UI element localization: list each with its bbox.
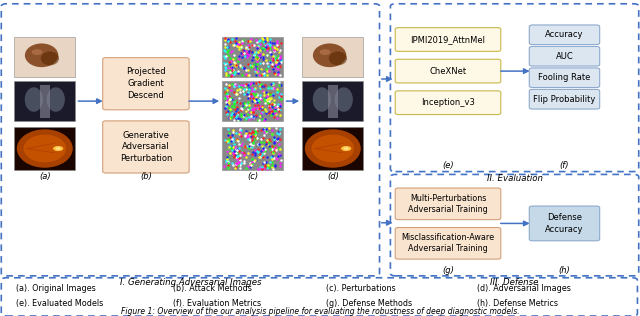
- Bar: [303, 37, 364, 77]
- Ellipse shape: [335, 87, 353, 112]
- Text: (a): (a): [39, 173, 51, 181]
- Text: (f). Evaluation Metrics: (f). Evaluation Metrics: [173, 299, 261, 308]
- Ellipse shape: [17, 129, 73, 168]
- Circle shape: [56, 147, 61, 150]
- Text: (a). Original Images: (a). Original Images: [16, 284, 96, 293]
- Bar: [223, 37, 284, 77]
- Ellipse shape: [24, 135, 66, 162]
- Text: Generative
Adversarial
Perturbation: Generative Adversarial Perturbation: [120, 131, 172, 163]
- Ellipse shape: [25, 87, 43, 112]
- FancyBboxPatch shape: [395, 228, 500, 259]
- Text: Defense
Accuracy: Defense Accuracy: [545, 213, 584, 234]
- Text: (g): (g): [442, 266, 454, 275]
- Bar: [15, 37, 76, 77]
- FancyBboxPatch shape: [395, 28, 500, 51]
- Text: III. Defense: III. Defense: [490, 278, 539, 287]
- Ellipse shape: [25, 43, 58, 67]
- Bar: [40, 84, 50, 118]
- Text: AUC: AUC: [556, 52, 573, 61]
- Text: (h): (h): [559, 266, 570, 275]
- Text: (e): (e): [442, 161, 454, 170]
- Ellipse shape: [305, 129, 361, 168]
- Circle shape: [53, 146, 63, 151]
- Text: I. Generating Adversarial Images: I. Generating Adversarial Images: [120, 278, 261, 287]
- Bar: [15, 127, 76, 170]
- Text: (b): (b): [140, 173, 152, 181]
- Bar: [223, 127, 284, 170]
- FancyBboxPatch shape: [529, 89, 600, 109]
- FancyBboxPatch shape: [529, 46, 600, 66]
- Bar: [15, 81, 76, 121]
- Text: CheXNet: CheXNet: [429, 67, 467, 76]
- Bar: [303, 81, 364, 121]
- Text: Accuracy: Accuracy: [545, 30, 584, 39]
- FancyBboxPatch shape: [529, 206, 600, 241]
- Text: Projected
Gradient
Descend: Projected Gradient Descend: [126, 67, 166, 100]
- Text: Fooling Rate: Fooling Rate: [538, 73, 591, 82]
- Ellipse shape: [312, 135, 354, 162]
- Ellipse shape: [319, 49, 331, 55]
- FancyBboxPatch shape: [395, 59, 500, 83]
- Text: Inception_v3: Inception_v3: [421, 98, 475, 107]
- Text: (c): (c): [247, 173, 259, 181]
- Text: Figure 1: Overview of the our analysis pipeline for evaluating the robustness of: Figure 1: Overview of the our analysis p…: [121, 307, 519, 316]
- Bar: [303, 127, 364, 170]
- FancyBboxPatch shape: [390, 174, 639, 276]
- Ellipse shape: [313, 87, 331, 112]
- Circle shape: [344, 147, 349, 150]
- FancyBboxPatch shape: [395, 91, 500, 114]
- Text: II. Evaluation: II. Evaluation: [486, 174, 543, 183]
- Ellipse shape: [329, 52, 347, 65]
- Bar: [328, 84, 338, 118]
- Text: Flip Probability: Flip Probability: [533, 95, 596, 104]
- Text: (f): (f): [560, 161, 569, 170]
- FancyBboxPatch shape: [529, 68, 600, 88]
- FancyBboxPatch shape: [395, 188, 500, 220]
- Text: (c). Perturbations: (c). Perturbations: [326, 284, 396, 293]
- FancyBboxPatch shape: [529, 25, 600, 45]
- FancyBboxPatch shape: [1, 278, 637, 316]
- Ellipse shape: [47, 87, 65, 112]
- Text: (b). Attack Methods: (b). Attack Methods: [173, 284, 252, 293]
- FancyBboxPatch shape: [1, 4, 380, 276]
- Text: (d): (d): [327, 173, 339, 181]
- Bar: [223, 81, 284, 121]
- Text: Misclassification-Aware
Adversarial Training: Misclassification-Aware Adversarial Trai…: [401, 233, 495, 253]
- Ellipse shape: [41, 52, 59, 65]
- FancyBboxPatch shape: [390, 4, 639, 172]
- Text: IPMI2019_AttnMel: IPMI2019_AttnMel: [410, 35, 486, 44]
- Text: (d). Adversarial Images: (d). Adversarial Images: [477, 284, 571, 293]
- Text: (g). Defense Methods: (g). Defense Methods: [326, 299, 413, 308]
- Circle shape: [341, 146, 351, 151]
- Text: (e). Evaluated Models: (e). Evaluated Models: [16, 299, 103, 308]
- Text: (h). Defense Metrics: (h). Defense Metrics: [477, 299, 558, 308]
- Ellipse shape: [31, 49, 43, 55]
- FancyBboxPatch shape: [102, 121, 189, 173]
- FancyBboxPatch shape: [102, 58, 189, 110]
- Text: Multi-Perturbations
Adversarial Training: Multi-Perturbations Adversarial Training: [408, 194, 488, 214]
- Ellipse shape: [313, 43, 346, 67]
